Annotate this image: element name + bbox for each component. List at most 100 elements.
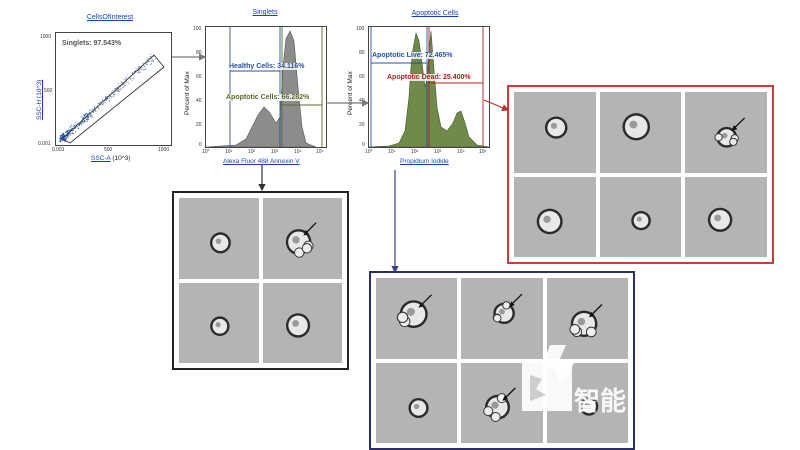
healthy-cells-image-panel [172, 191, 349, 370]
apoptotic-x-tick: 10° [365, 149, 373, 155]
singlets-plot-area [205, 26, 327, 148]
scatter-dot [84, 115, 86, 117]
scatter-dot [67, 136, 69, 138]
scatter-dot [150, 53, 152, 55]
apoptotic-dead-label: Apoptotic Dead: 25.400% [387, 74, 471, 81]
scatter-dot [84, 121, 86, 123]
scatter-dot [97, 107, 99, 109]
scatter-dot [83, 114, 85, 116]
scatter-dot [114, 87, 116, 89]
scatter-x-axis-unit: (10^3) [112, 155, 131, 162]
scatter-dot [91, 114, 93, 116]
singlets-x-tick: 10⁵ [316, 149, 324, 155]
scatter-dot [101, 98, 104, 100]
scatter-dot [73, 133, 75, 135]
scatter-dot [69, 134, 71, 136]
scatter-dot [125, 82, 127, 84]
scatter-dot [89, 109, 91, 111]
scatter-dot [145, 64, 147, 66]
scatter-dot [58, 141, 61, 143]
apoptotic-x-axis-link[interactable]: Propidium Iodide [400, 158, 449, 165]
cell-image-tile [179, 198, 259, 279]
scatter-dot [91, 116, 93, 118]
scatter-dot [86, 119, 88, 121]
scatter-dot [143, 69, 145, 71]
scatter-dot [150, 59, 152, 61]
scatter-y-tick: 1000 [40, 34, 52, 40]
scatter-dot [102, 99, 104, 101]
scatter-dot [138, 65, 140, 68]
scatter-dot [88, 111, 90, 113]
scatter-dot [114, 93, 116, 96]
scatter-dot [97, 103, 99, 105]
cell-image-tile [599, 92, 682, 173]
scatter-dot [105, 97, 107, 99]
scatter-dot [131, 71, 134, 74]
scatter-dot [143, 65, 145, 67]
scatter-dot [107, 98, 109, 100]
scatter-dot [85, 118, 87, 120]
apoptotic-x-tick: 10⁴ [457, 149, 465, 155]
scatter-dot [104, 102, 106, 104]
cell-image-tile [514, 92, 596, 173]
scatter-dot [118, 90, 121, 92]
singlets-y-tick: 80 [196, 50, 202, 56]
scatter-dot [135, 68, 137, 70]
singlets-plot-svg [205, 27, 323, 148]
singlets-x-tick: 10² [248, 149, 256, 155]
scatter-dot [98, 102, 100, 104]
scatter-dot [119, 89, 121, 91]
singlets-gate-polygon [61, 54, 165, 144]
scatter-dot [74, 128, 76, 130]
scatter-dot [64, 137, 66, 139]
scatter-dot [65, 137, 67, 139]
apoptotic-x-tick: 10¹ [388, 149, 396, 155]
scatter-dot [94, 105, 96, 107]
scatter-x-axis-link[interactable]: SSC-A [91, 155, 111, 162]
scatter-dot [63, 132, 65, 134]
singlets-x-axis-link[interactable]: Alexa Fluor 488 Annexin V [223, 158, 300, 165]
apoptotic-x-tick: 10² [411, 149, 419, 155]
scatter-x-tick: 500 [104, 147, 113, 153]
scatter-dot [72, 132, 74, 134]
scatter-dot [62, 135, 64, 138]
scatter-dot [127, 81, 129, 83]
apoptotic-plot-title[interactable]: Apoptotic Cells [411, 10, 459, 17]
scatter-dot [101, 104, 103, 106]
scatter-dot [60, 138, 62, 141]
scatter-dot [75, 121, 77, 123]
scatter-dot [121, 82, 123, 84]
singlets-x-axis-label: Alexa Fluor 488 Annexin V [223, 158, 300, 165]
singlets-plot-title[interactable]: Singlets [252, 9, 278, 16]
scatter-dot [94, 110, 97, 112]
scatter-dot [123, 78, 125, 81]
apoptotic-y-tick: 0 [362, 142, 365, 148]
scatter-dot [90, 116, 92, 118]
scatter-y-tick: 0.001 [38, 141, 51, 147]
singlets-x-tick: 10° [202, 149, 210, 155]
scatter-dot [78, 124, 80, 126]
scatter-dot [142, 62, 144, 64]
scatter-dot [68, 130, 70, 132]
cell-image-tile [179, 282, 259, 363]
lightning-icon [542, 345, 574, 385]
scatter-dot [74, 131, 77, 133]
healthy-cells-label: Healthy Cells: 34.116% [229, 63, 305, 70]
scatter-dot [87, 113, 89, 115]
scatter-dot [66, 130, 68, 133]
scatter-plot-title[interactable]: CellsOfInterest [86, 14, 134, 21]
scatter-dot [61, 134, 63, 136]
scatter-dot [136, 72, 139, 74]
scatter-dot [68, 134, 70, 136]
scatter-dot [151, 59, 154, 61]
scatter-dot [61, 140, 63, 142]
scatter-dot [81, 121, 83, 124]
scatter-dot [90, 113, 92, 116]
scatter-dot [131, 77, 133, 80]
scatter-dot [147, 61, 149, 63]
scatter-dot [91, 108, 93, 110]
scatter-dot [81, 124, 83, 126]
apoptotic-y-tick: 80 [359, 50, 365, 56]
cell-image-tile [262, 198, 342, 279]
scatter-dot [146, 62, 148, 64]
